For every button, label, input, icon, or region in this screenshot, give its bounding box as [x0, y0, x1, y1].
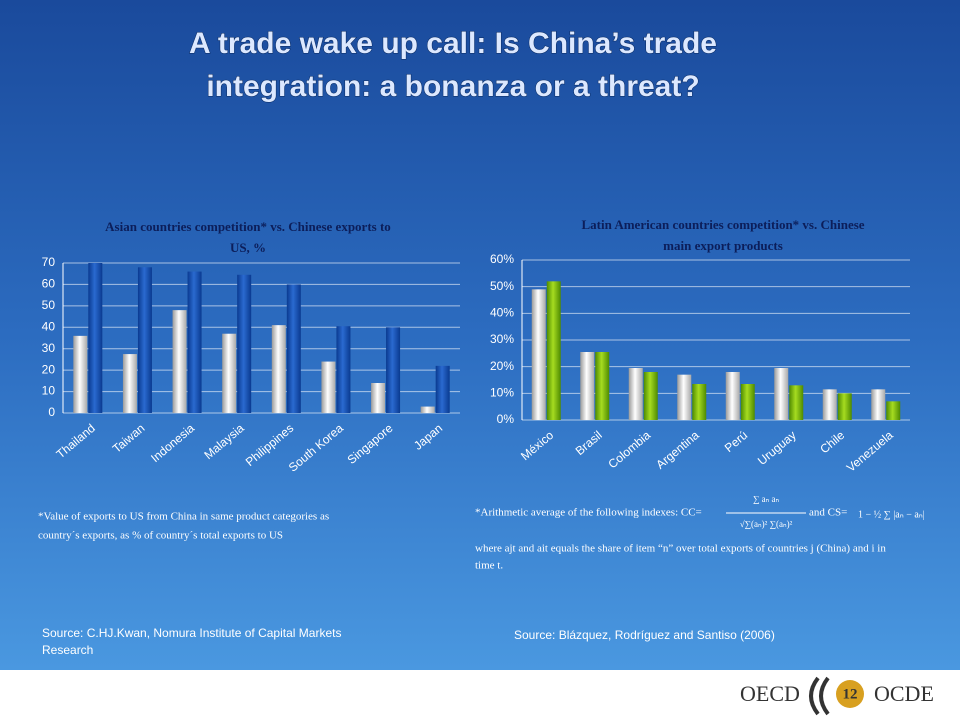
- bar: [222, 333, 237, 413]
- bar: [137, 267, 152, 413]
- page-badge: [836, 680, 864, 708]
- bar: [420, 406, 435, 413]
- bar: [321, 361, 336, 413]
- footnote: and CS=: [809, 507, 847, 519]
- chart-title: Latin American countries competition* vs…: [581, 217, 864, 232]
- bar: [643, 372, 658, 420]
- bar: [88, 263, 103, 413]
- footnote: *Arithmetic average of the following ind…: [475, 507, 702, 519]
- background: [0, 0, 960, 670]
- y-tick-label: 60%: [490, 252, 514, 266]
- logo-mark: [809, 676, 830, 716]
- bar: [628, 368, 643, 420]
- bar: [692, 384, 707, 420]
- source: Research: [42, 643, 93, 657]
- bar: [774, 368, 789, 420]
- bar: [73, 335, 88, 413]
- footnote: country´s exports, as % of country´s tot…: [38, 530, 283, 542]
- formula: 1 − ½ ∑ |aₙ − aₙ|: [858, 509, 925, 520]
- y-tick-label: 30: [42, 341, 56, 355]
- bar: [336, 326, 351, 413]
- y-tick-label: 50: [42, 298, 56, 312]
- page-number: 12: [843, 686, 858, 702]
- bar: [871, 389, 886, 420]
- y-tick-label: 0: [48, 405, 55, 419]
- bar: [386, 327, 401, 413]
- source: Source: C.HJ.Kwan, Nomura Institute of C…: [42, 626, 341, 640]
- slide-title: A trade wake up call: Is China’s trade: [189, 27, 717, 60]
- bar: [822, 389, 837, 420]
- footnote: time t.: [475, 560, 503, 572]
- y-tick-label: 30%: [490, 332, 514, 346]
- chart-title: Asian countries competition* vs. Chinese…: [105, 219, 391, 234]
- footer-band: [0, 670, 960, 720]
- bar: [371, 383, 386, 413]
- slide-title: integration: a bonanza or a threat?: [206, 70, 699, 103]
- bar: [677, 374, 692, 420]
- source: Source: Blázquez, Rodríguez and Santiso …: [514, 628, 775, 642]
- bar: [122, 354, 137, 413]
- y-tick-label: 10: [42, 384, 56, 398]
- y-tick-label: 40: [42, 319, 56, 333]
- y-tick-label: 10%: [490, 386, 514, 400]
- bar: [789, 385, 804, 420]
- bar: [435, 365, 450, 413]
- bar: [580, 352, 595, 420]
- bar: [886, 401, 901, 420]
- bar: [187, 271, 202, 413]
- chart-title: main export products: [663, 238, 783, 253]
- y-tick-label: 60: [42, 277, 56, 291]
- bar: [271, 325, 286, 413]
- bar: [531, 289, 546, 420]
- logo-text: OCDE: [874, 681, 934, 706]
- y-tick-label: 0%: [497, 412, 515, 426]
- y-tick-label: 40%: [490, 306, 514, 320]
- bar: [172, 310, 187, 413]
- chart-title: US, %: [230, 240, 266, 255]
- y-tick-label: 70: [42, 255, 56, 269]
- bar: [595, 352, 610, 420]
- formula: √∑(aₙ)² ∑(aₙ)²: [740, 519, 793, 529]
- formula: ∑ aₙ aₙ: [753, 494, 779, 504]
- y-tick-label: 20%: [490, 359, 514, 373]
- bar: [725, 372, 740, 420]
- footnote: *Value of exports to US from China in sa…: [38, 511, 329, 523]
- y-tick-label: 50%: [490, 279, 514, 293]
- bar: [286, 284, 301, 413]
- bar: [546, 281, 561, 420]
- bar: [237, 274, 252, 413]
- y-tick-label: 20: [42, 362, 56, 376]
- bar: [837, 393, 852, 420]
- bar: [740, 384, 755, 420]
- logo-text: OECD: [740, 681, 800, 706]
- footnote: where ajt and ait equals the share of it…: [475, 543, 886, 555]
